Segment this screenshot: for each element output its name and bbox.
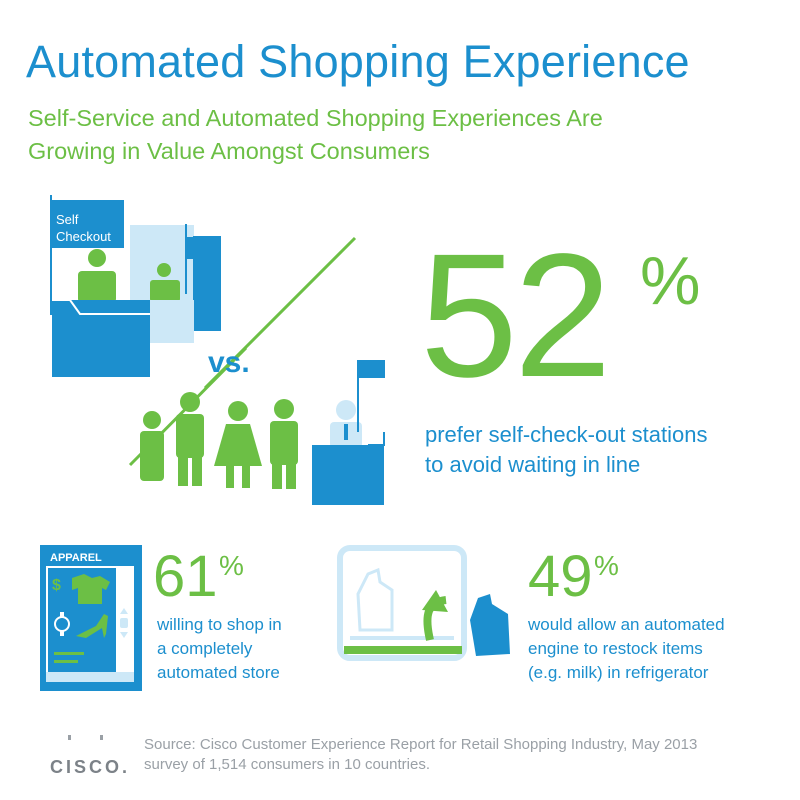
infographic-illustrations: Self Checkout vs. <box>40 195 510 740</box>
stat-49-description: would allow an automated engine to resto… <box>528 613 725 685</box>
price-icon: $ <box>52 577 61 594</box>
queue-woman-icon <box>228 401 248 421</box>
source-citation: Source: Cisco Customer Experience Report… <box>144 735 697 775</box>
queue-person-icon <box>143 411 161 429</box>
shirt-icon <box>72 574 110 604</box>
cisco-logo-text: CISCO. <box>50 757 131 777</box>
cisco-logo-icon <box>68 735 103 740</box>
checkout-sign-text-1: Self <box>56 212 79 227</box>
milk-jug-outline-icon <box>356 567 394 632</box>
stat-61-line-2: a completely <box>157 639 253 658</box>
stat-49-number: 49 <box>528 544 593 609</box>
subtitle-line-1: Self-Service and Automated Shopping Expe… <box>28 105 603 131</box>
queue-person-icon <box>274 399 294 419</box>
stat-49-line-3: (e.g. milk) in refrigerator <box>528 663 709 682</box>
stat-49-percent: % <box>594 550 619 581</box>
stat-52-number: 52 <box>420 218 612 414</box>
page-subtitle: Self-Service and Automated Shopping Expe… <box>28 102 788 168</box>
stat-52-line-1: prefer self-check-out stations <box>425 422 708 447</box>
apparel-kiosk-illustration: APPAREL $ <box>40 545 142 691</box>
cashier-counter <box>312 445 384 505</box>
arrow-down-icon <box>120 632 128 638</box>
stat-61-percent: % <box>219 550 244 581</box>
stat-61-number: 61 <box>153 544 218 609</box>
restock-arrow-icon <box>423 596 447 641</box>
versus-label: vs. <box>208 346 250 379</box>
checkout-counter <box>52 300 150 377</box>
shoe-icon <box>76 614 108 638</box>
person-icon-small <box>157 263 171 277</box>
stat-61-description: willing to shop in a completely automate… <box>157 613 282 685</box>
subtitle-line-2: Growing in Value Amongst Consumers <box>28 138 430 164</box>
person-icon <box>88 249 106 267</box>
refrigerator-illustration <box>337 545 510 661</box>
apparel-label: APPAREL <box>50 552 102 564</box>
flag-icon <box>187 237 221 259</box>
stat-52-percent: % <box>640 243 701 319</box>
flag-icon <box>359 360 385 378</box>
queue-illustration <box>140 360 385 505</box>
stat-49-line-2: engine to restock items <box>528 639 703 658</box>
page-title: Automated Shopping Experience <box>26 36 690 87</box>
checkout-sign <box>52 200 124 248</box>
cashier-icon <box>336 400 356 420</box>
source-line-2: survey of 1,514 consumers in 10 countrie… <box>144 756 430 773</box>
milk-jug-icon <box>470 594 510 656</box>
queue-person-icon <box>180 392 200 412</box>
stat-49-line-1: would allow an automated <box>528 615 725 634</box>
flag-pole <box>185 224 187 294</box>
sign-pole <box>50 195 52 315</box>
arrow-up-icon <box>120 608 128 614</box>
self-checkout-illustration: Self Checkout <box>50 195 221 377</box>
stat-52-description: prefer self-check-out stations to avoid … <box>425 420 707 480</box>
stat-61-line-3: automated store <box>157 663 280 682</box>
stat-52-line-2: to avoid waiting in line <box>425 452 641 477</box>
stat-61-line-1: willing to shop in <box>157 615 282 634</box>
source-line-1: Source: Cisco Customer Experience Report… <box>144 736 698 753</box>
checkout-sign-text-2: Checkout <box>56 229 111 244</box>
